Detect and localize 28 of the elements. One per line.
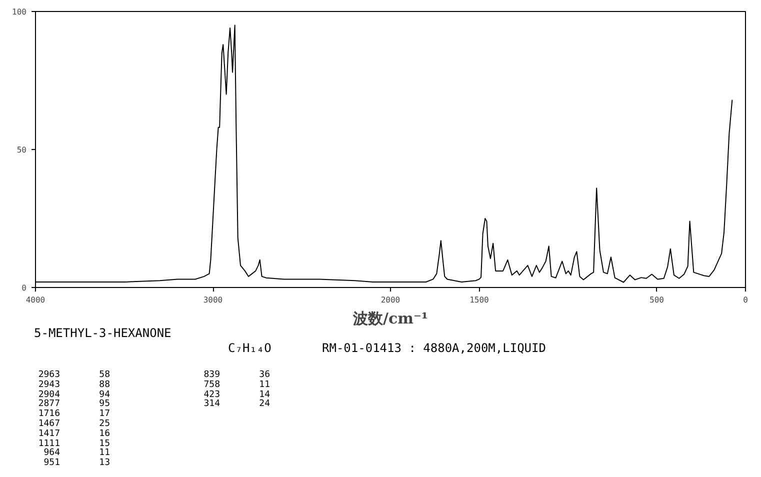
y-tick-label: 100: [12, 8, 27, 16]
text: 839 36: [204, 370, 270, 380]
x-tick-label: 0: [743, 296, 748, 304]
text: 1111 15: [38, 438, 110, 449]
x-tick-label: 1500: [470, 296, 490, 304]
x-tick-label: 3000: [203, 296, 223, 304]
text: 2963 58: [38, 370, 110, 380]
text: 1417 16: [38, 428, 110, 439]
text: 314 24: [204, 399, 270, 410]
text: 423 14: [204, 390, 270, 400]
text: 758 11: [204, 380, 270, 390]
x-axis-title: 波数/cm⁻¹: [352, 310, 428, 328]
text: 1716 17: [38, 409, 110, 420]
x-tick-label: 2000: [380, 296, 400, 304]
line-series: [36, 24, 733, 283]
text: 1467 25: [38, 419, 110, 429]
x-tick-label: 4000: [26, 296, 46, 304]
text: 2943 88: [38, 380, 110, 390]
text: 2877 95: [38, 399, 110, 410]
x-tick-label: 500: [650, 296, 664, 304]
text: 5-METHYL-3-HEXANONE: [34, 325, 172, 342]
text: 2904 94: [38, 390, 110, 400]
y-tick-label: 0: [22, 284, 27, 292]
text: 964 11: [44, 448, 110, 458]
text: C₇H₁₄O: [228, 340, 272, 357]
text: RM-01-01413 : 4880A,200M,LIQUID: [322, 340, 546, 357]
text: 951 13: [44, 458, 110, 468]
y-tick-label: 50: [16, 146, 27, 154]
